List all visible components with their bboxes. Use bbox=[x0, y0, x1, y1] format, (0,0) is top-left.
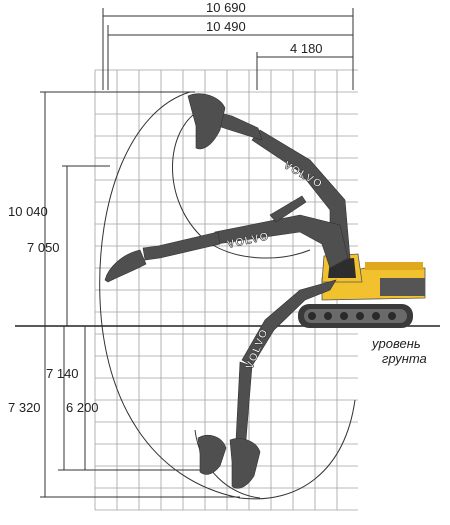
dim-10690: 10 690 bbox=[206, 0, 246, 15]
track-rollers bbox=[308, 312, 396, 320]
boom-lowered bbox=[241, 279, 337, 367]
inner-reach-arc bbox=[172, 109, 311, 259]
boom-poses: VOLVO VOLVO VOLVO bbox=[104, 93, 351, 489]
left-dimensions bbox=[40, 91, 240, 498]
bucket-mid bbox=[104, 249, 147, 283]
cylinder-mid bbox=[269, 195, 307, 223]
lower-reach-arc bbox=[194, 429, 261, 499]
top-dimensions bbox=[102, 8, 354, 90]
reach-envelope bbox=[99, 91, 356, 500]
dim-10490: 10 490 bbox=[206, 19, 246, 34]
outer-reach-arc bbox=[99, 91, 356, 500]
bucket-lowered bbox=[229, 438, 261, 489]
bucket-raised bbox=[187, 93, 226, 150]
ground-label-line2: грунта bbox=[382, 351, 427, 366]
dim-6200: 6 200 bbox=[66, 400, 99, 415]
arm-lowered bbox=[235, 361, 253, 441]
arm-mid bbox=[142, 231, 221, 261]
ground-label-line1: уровень bbox=[371, 336, 421, 351]
dim-7140: 7 140 bbox=[46, 366, 79, 381]
dim-10040: 10 040 bbox=[8, 204, 48, 219]
dim-4180: 4 180 bbox=[290, 41, 323, 56]
bucket-detached bbox=[197, 435, 227, 475]
engine-hood bbox=[365, 262, 423, 270]
dim-7050: 7 050 bbox=[27, 240, 60, 255]
dim-7320: 7 320 bbox=[8, 400, 41, 415]
counterweight bbox=[380, 278, 425, 296]
boom-mid bbox=[214, 214, 349, 269]
